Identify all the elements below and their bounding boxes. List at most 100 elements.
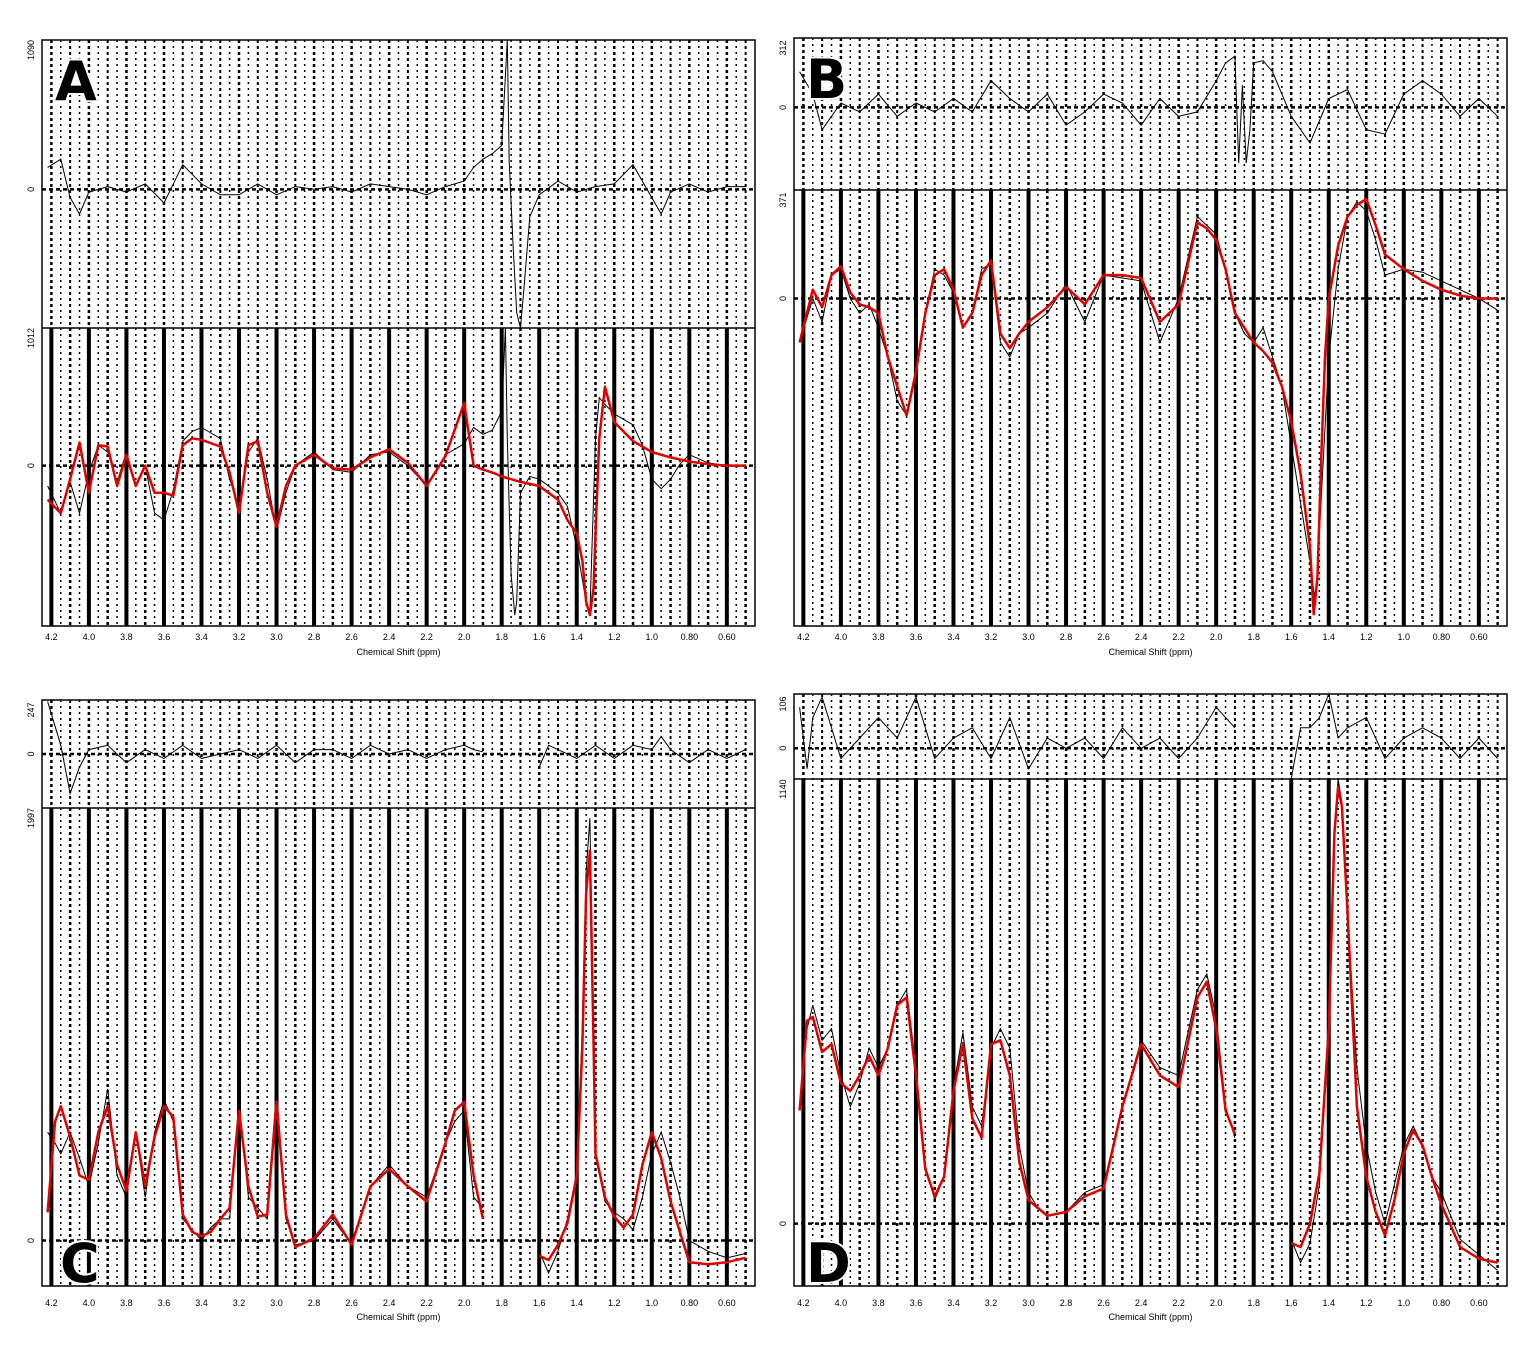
x-tick-label: 4.0 [83,1298,96,1308]
residual-trace [799,692,1498,780]
x-tick-label: 3.6 [910,632,923,642]
spectrum-zero-label: 0 [778,296,788,301]
residual-zero-label: 0 [778,105,788,110]
residual-zero-label: 0 [26,751,36,756]
spectrum-max-label: 371 [778,192,788,207]
x-axis-title: Chemical Shift (ppm) [356,647,440,657]
residual-trace [799,55,1498,164]
x-tick-label: 3.4 [195,1298,208,1308]
spectrum-fit-trace [46,849,746,1266]
x-tick-label: 2.0 [458,632,471,642]
spectrum-max-label: 1997 [26,808,36,828]
residual-max-label: 247 [26,702,36,717]
residual-max-label: 106 [778,696,788,711]
x-tick-label: 4.0 [835,632,848,642]
x-tick-label: 1.6 [1285,632,1298,642]
x-tick-label: 4.2 [797,1298,810,1308]
spectrum-max-label: 1140 [778,779,788,798]
x-tick-label: 1.2 [1360,1298,1373,1308]
panel-label: C [60,1232,100,1295]
x-tick-label: 3.0 [1022,1298,1035,1308]
x-tick-label: 2.6 [345,1298,358,1308]
panel-b: 312 0 371 0 4.2 4.0 3.8 3.6 3.4 3.2 3.0 2.8 2.6 2.4 2.… [778,37,1508,657]
x-tick-label: 3.8 [120,632,133,642]
x-tick-label: 2.8 [1060,632,1073,642]
x-tick-label: 0.80 [681,1298,699,1308]
x-tick-label: 3.4 [947,1298,960,1308]
x-tick-label: 1.6 [533,632,546,642]
x-tick-label: 3.0 [270,632,283,642]
panel-label: A [55,50,97,113]
x-tick-label: 4.2 [45,1298,58,1308]
x-tick-label: 3.2 [985,1298,998,1308]
x-tick-label: 4.0 [835,1298,848,1308]
spectrum-max-label: 1012 [26,328,36,348]
x-tick-label: 2.4 [1135,1298,1148,1308]
x-tick-label: 1.0 [646,632,659,642]
x-tick-label: 1.0 [646,1298,659,1308]
x-tick-label: 3.0 [1022,632,1035,642]
spectrum-zero-label: 0 [778,1221,788,1226]
x-tick-label: 2.6 [345,632,358,642]
x-tick-label: 3.0 [270,1298,283,1308]
residual-trace [47,39,746,329]
spectrum-fit-trace [46,385,746,617]
x-tick-label: 3.2 [233,1298,246,1308]
x-tick-label: 3.8 [120,1298,133,1308]
x-tick-label: 0.60 [718,632,736,642]
x-tick-label: 1.6 [1285,1298,1298,1308]
x-tick-label: 2.0 [1210,1298,1223,1308]
x-tick-label: 1.8 [1247,1298,1260,1308]
residual-trace [47,701,746,796]
x-tick-label: 3.6 [158,1298,171,1308]
x-tick-label: 3.2 [233,632,246,642]
x-tick-label: 1.6 [533,1298,546,1308]
x-tick-label: 1.8 [495,632,508,642]
x-tick-label: 0.60 [1470,632,1488,642]
x-tick-label: 2.2 [420,632,433,642]
x-tick-label: 2.6 [1097,632,1110,642]
x-tick-label: 2.2 [1172,632,1185,642]
spectrum-zero-label: 0 [26,1238,36,1243]
panel-c: 247 0 1997 0 4.2 4.0 3.8 3.6 3.4 3.2 3.0 2.8 2.6 2.4 2… [26,699,756,1322]
x-tick-label: 1.2 [608,632,621,642]
x-tick-label: 1.8 [1247,632,1260,642]
x-tick-label: 1.8 [495,1298,508,1308]
x-tick-label: 1.0 [1398,632,1411,642]
panel-a: 1090 0 1012 0 4.2 4.0 3.8 3.6 3.4 3.2 3.0 2.8 2.6 2.4… [26,39,756,657]
x-tick-label: 2.0 [1210,632,1223,642]
x-tick-label: 1.4 [1322,1298,1335,1308]
x-tick-label: 4.2 [797,632,810,642]
x-tick-label: 1.4 [1322,632,1335,642]
spectrum-data-trace [799,778,1498,1271]
x-tick-label: 1.4 [570,1298,583,1308]
x-tick-label: 0.80 [1433,1298,1451,1308]
x-tick-label: 3.6 [910,1298,923,1308]
x-tick-label: 2.6 [1097,1298,1110,1308]
x-tick-label: 1.0 [1398,1298,1411,1308]
x-tick-label: 3.2 [985,632,998,642]
residual-max-label: 312 [778,40,788,55]
x-tick-label: 1.2 [608,1298,621,1308]
x-tick-label: 3.8 [872,632,885,642]
x-tick-label: 1.2 [1360,632,1373,642]
panel-label: B [806,48,847,111]
x-tick-label: 2.4 [1135,632,1148,642]
x-tick-label: 3.6 [158,632,171,642]
x-tick-label: 3.4 [947,632,960,642]
panel-d: 106 0 1140 0 4.2 4.0 3.8 3.6 3.4 3.2 3.0 2.8 2.6 2.4 2… [778,692,1508,1322]
x-axis-title: Chemical Shift (ppm) [356,1312,440,1322]
residual-zero-label: 0 [26,187,36,192]
x-tick-label: 4.2 [45,632,58,642]
x-tick-label: 2.8 [1060,1298,1073,1308]
residual-max-label: 1090 [26,40,36,60]
spectrum-fit-trace [798,197,1498,616]
spectrum-fit-trace [798,785,1498,1264]
spectrum-zero-label: 0 [26,463,36,468]
x-tick-label: 2.2 [420,1298,433,1308]
x-tick-label: 0.80 [681,632,699,642]
x-tick-label: 2.4 [383,632,396,642]
residual-zero-label: 0 [778,746,788,751]
x-tick-label: 0.80 [1433,632,1451,642]
x-tick-label: 3.8 [872,1298,885,1308]
